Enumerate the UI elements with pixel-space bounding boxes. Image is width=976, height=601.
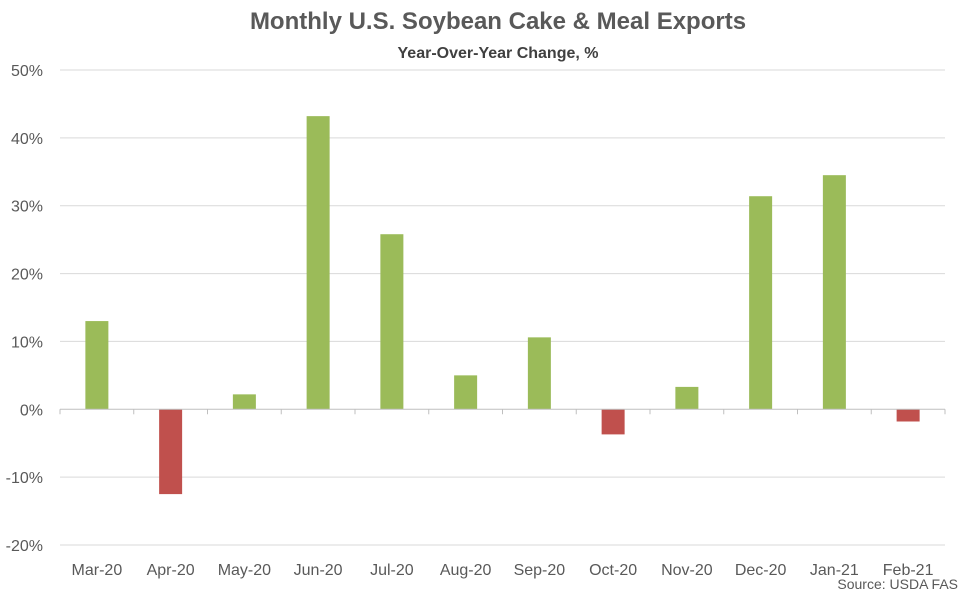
x-tick-label: Mar-20	[72, 562, 123, 579]
y-tick-label: 50%	[11, 63, 43, 80]
y-tick-label: -10%	[6, 470, 43, 487]
gridlines	[60, 69, 945, 546]
bar-jun-20	[306, 116, 330, 410]
y-tick-label: 0%	[20, 402, 43, 419]
source-note: Source: USDA FAS	[837, 576, 958, 592]
x-tick-label: Apr-20	[147, 562, 195, 579]
x-tick-label: Jul-20	[370, 562, 414, 579]
bar-sep-20	[527, 337, 551, 410]
bar-may-20	[232, 394, 256, 410]
y-tick-label: 30%	[11, 199, 43, 216]
chart-title: Monthly U.S. Soybean Cake & Meal Exports	[249, 8, 747, 35]
bar-apr-20	[159, 409, 183, 495]
x-tick-label: May-20	[218, 562, 271, 579]
x-tick-label: Oct-20	[589, 562, 637, 579]
x-tick-label: Dec-20	[735, 562, 787, 579]
axes	[59, 408, 946, 415]
y-tick-label: 10%	[11, 334, 43, 351]
x-tick-label: Jan-21	[810, 562, 859, 579]
bar-oct-20	[601, 409, 625, 435]
bar-jul-20	[380, 234, 404, 410]
bar-dec-20	[749, 196, 773, 410]
y-tick-label: 40%	[11, 131, 43, 148]
x-tick-label: Aug-20	[440, 562, 492, 579]
y-tick-label: -20%	[6, 538, 43, 555]
y-tick-label: 20%	[11, 267, 43, 284]
bar-feb-21	[896, 409, 920, 422]
bar-jan-21	[822, 175, 846, 410]
x-tick-label: Sep-20	[514, 562, 566, 579]
x-tick-label: Nov-20	[661, 562, 713, 579]
x-tick-label: Jun-20	[294, 562, 343, 579]
bars	[85, 116, 920, 495]
chart-subtitle: Year-Over-Year Change, %	[397, 45, 599, 62]
bar-nov-20	[675, 386, 699, 410]
x-tick-label: Feb-21	[883, 562, 934, 579]
tick-labels: 50% 40% 30% 20% 10% 0% -10% -20% Mar-20 Apr-20 May…	[6, 63, 934, 579]
bar-mar-20	[85, 321, 109, 410]
bar-aug-20	[454, 375, 478, 410]
